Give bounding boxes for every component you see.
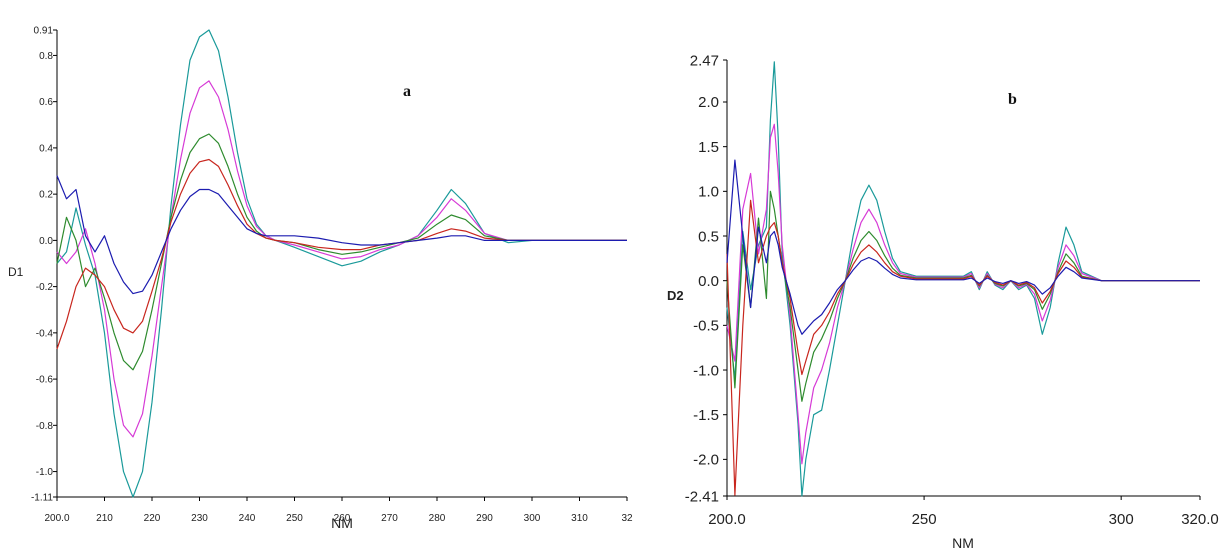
panel-b-y-tick-label: 0.0 <box>698 273 719 290</box>
panel-a-x-tick-label: 230 <box>191 513 208 524</box>
panel-b-label: b <box>1008 91 1017 108</box>
panel-a-x-tick-label: 300 <box>524 513 541 524</box>
panel-a-x-tick-label: 240 <box>239 513 256 524</box>
panel-b-y-tick-label: 0.5 <box>698 228 719 245</box>
panel-a-series-line-3 <box>56 133 627 371</box>
panel-a-y-tick-label: 0.0 <box>39 236 53 247</box>
panel-a-ylabel: D1 <box>8 265 24 279</box>
panel-b-y-tick-label: 1.0 <box>698 184 719 201</box>
panel-b-y-tick-label: -1.0 <box>693 362 719 379</box>
panel-a-y-tick-label: 0.6 <box>39 97 53 108</box>
panel-a-x-tick-label: 290 <box>476 513 493 524</box>
panel-a-y-tick-label: 0.4 <box>39 143 53 154</box>
panel-b-x-tick-label: 200.0 <box>708 511 746 528</box>
panel-a-y-tick-label: -1.0 <box>36 467 54 478</box>
panel-a-y-tick-label: -0.4 <box>36 328 54 339</box>
panel-a-y-tick-label: -0.2 <box>36 282 54 293</box>
panel-a-y-tick-label: -0.8 <box>36 421 54 432</box>
panel-a-x-tick-label: 310 <box>571 513 588 524</box>
panel-a: 0.91 0.8 0.6 0.4 0.2 0.0 -0.2 -0.4 -0.6 -0.8 -1.0 -… <box>8 26 633 532</box>
panel-b-x-tick-label: 300 <box>1109 511 1134 528</box>
panel-b: 2.47 2.0 1.5 1.0 0.5 0.0 -0.5 -1.0 -1.5 -2.0 -2.41… <box>667 52 1219 551</box>
panel-b-x-tick-label: 250 <box>912 511 937 528</box>
panel-a-y-tick-label: 0.8 <box>39 51 53 62</box>
panel-b-ylabel: D2 <box>667 288 684 303</box>
panel-b-x-tick-label: 320.0 <box>1181 511 1219 528</box>
panel-a-series-line-4 <box>56 158 627 350</box>
panel-a-label: a <box>403 83 411 100</box>
panel-b-xlabel: NM <box>952 535 974 551</box>
panel-b-y-tick-label: -2.41 <box>685 488 719 505</box>
panel-a-y-ticks: 0.91 0.8 0.6 0.4 0.2 0.0 -0.2 -0.4 -0.6 -0.8 -1.0 -… <box>31 26 57 504</box>
panel-b-y-tick-label: -0.5 <box>693 318 719 335</box>
panel-a-y-tick-label: -1.11 <box>31 493 53 504</box>
panel-a-series-line-1 <box>56 29 627 498</box>
panel-a-x-tick-label: 280 <box>429 513 446 524</box>
panel-b-series-line-1 <box>726 61 1200 497</box>
panel-b-y-tick-label: 1.5 <box>698 139 719 156</box>
panel-a-y-tick-label: 0.91 <box>34 26 54 37</box>
panel-b-series-line-4 <box>726 199 1200 496</box>
panel-b-y-tick-label: 2.0 <box>698 94 719 111</box>
panel-b-series <box>726 61 1200 497</box>
panel-b-series-line-3 <box>726 190 1200 402</box>
panel-b-y-ticks: 2.47 2.0 1.5 1.0 0.5 0.0 -0.5 -1.0 -1.5 -2.0 -2.41 <box>685 52 727 505</box>
panel-a-x-tick-label: 250 <box>286 513 303 524</box>
panel-a-x-tick-label: 210 <box>96 513 113 524</box>
panel-a-xlabel: NM <box>331 515 353 531</box>
panel-b-y-tick-label: -2.0 <box>693 452 719 469</box>
panel-a-x-tick-label: 220 <box>144 513 161 524</box>
panel-a-x-tick-label: 32 <box>621 513 633 524</box>
panel-a-x-tick-label: 260 <box>334 513 351 524</box>
panel-a-series-line-2 <box>56 80 627 438</box>
panel-b-y-tick-label: 2.47 <box>690 52 719 69</box>
panel-a-x-tick-label: 200.0 <box>44 513 69 524</box>
panel-a-series <box>56 29 627 498</box>
panel-a-series-line-5 <box>56 175 627 295</box>
panel-b-x-ticks: 200.0 250 300 320.0 <box>708 496 1219 528</box>
panel-a-y-tick-label: -0.6 <box>36 375 54 386</box>
panel-b-series-line-5 <box>726 159 1200 335</box>
panel-a-y-tick-label: 0.2 <box>39 190 53 201</box>
panel-a-x-ticks: 200.0 210 220 230 240 250 260 270 280 290 300 310 32 <box>44 497 633 524</box>
panel-b-series-line-2 <box>726 123 1200 465</box>
panel-a-x-tick-label: 270 <box>381 513 398 524</box>
panel-b-y-tick-label: -1.5 <box>693 407 719 424</box>
